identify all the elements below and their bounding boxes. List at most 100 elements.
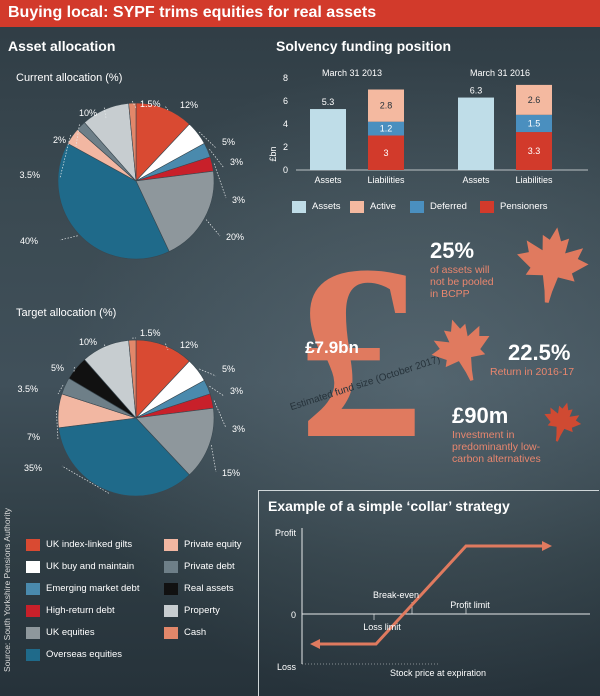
legend-swatch	[26, 605, 40, 617]
pie-slice-label: 35%	[24, 463, 42, 473]
stat-desc-line: Return in 2016-17	[490, 366, 575, 378]
pound-icon: £	[298, 236, 423, 451]
bar-liabilities-active	[516, 84, 552, 115]
bar-legend-label: Active	[370, 201, 396, 212]
stat-desc-line: of assets will	[430, 264, 490, 276]
legend-label: High-return debt	[46, 605, 115, 616]
pound-graphic: £ £7.9bn Estimated fund size (October 20…	[289, 236, 442, 451]
collar-chart: Profit 0 Loss Break-even Profit limit Lo…	[275, 528, 590, 678]
stat-desc-line: in BCPP	[430, 288, 470, 300]
legend-swatch	[164, 583, 178, 595]
legend-swatch	[164, 561, 178, 573]
bar-assets	[310, 109, 346, 170]
pie-slice-label: 3.5%	[19, 170, 40, 180]
pie-slice-label: 40%	[20, 236, 38, 246]
legend-label: Overseas equities	[46, 649, 123, 660]
bar-marks: 5.3 3 1.2 2.8 6.3 3.3 1.5 2.6	[310, 84, 552, 170]
pie-slice-label: 5%	[222, 137, 235, 147]
pie-leader-line	[199, 368, 217, 377]
target-allocation-title: Target allocation (%)	[16, 307, 117, 319]
pie-leader-line	[103, 344, 107, 349]
legend-label: Property	[184, 605, 220, 616]
bar-group-date: March 31 2016	[470, 68, 530, 78]
legend-label: Real assets	[184, 583, 234, 594]
pie-leader-line	[210, 445, 217, 473]
stat-value: £90m	[452, 403, 509, 428]
bar-liabilities-value: 3	[383, 148, 388, 158]
bar-y-tick-label: 2	[283, 142, 288, 152]
fund-size-value: £7.9bn	[305, 338, 359, 357]
source-note: Source: South Yorkshire Pensions Authori…	[2, 508, 12, 672]
solvency-title: Solvency funding position	[276, 38, 451, 54]
bar-legend-swatch	[292, 201, 306, 213]
pie-leader-line	[213, 400, 227, 429]
pie-slice-label: 12%	[180, 100, 198, 110]
legend-label: UK equities	[46, 627, 95, 638]
bar-y-tick-label: 6	[283, 96, 288, 106]
legend-swatch	[164, 539, 178, 551]
pie-leader-line	[61, 465, 110, 494]
solvency-bar-chart: £bn 0 2 4 6 8 March 31 2013 Assets Liabilities M…	[268, 68, 588, 185]
pie-leader-line	[198, 131, 217, 149]
collar-title: Example of a simple ‘collar’ strategy	[268, 498, 510, 514]
pie-leader-line	[56, 410, 59, 441]
pie-slice	[135, 170, 215, 252]
stat-desc-line: Investment in	[452, 429, 515, 441]
pie-leader-line	[165, 106, 169, 111]
stat-value: 25%	[430, 238, 475, 263]
pie-slice	[128, 339, 137, 419]
page-title: Buying local: SYPF trims equities for re…	[8, 4, 377, 21]
bar-group-date: March 31 2013	[322, 68, 382, 78]
pie-slice-label: 5%	[51, 363, 64, 373]
pie-leader-line	[59, 235, 78, 241]
pie-slice-label: 3%	[230, 157, 243, 167]
pie-slice	[128, 102, 137, 182]
pie-leader-line	[131, 100, 137, 109]
bar-legend-label: Assets	[312, 201, 341, 212]
bar-assets-value: 5.3	[322, 97, 335, 107]
stat-low-carbon: £90m Investment in predominantly low- ca…	[452, 403, 541, 465]
pie-leader-line	[59, 134, 71, 179]
asset-allocation-title: Asset allocation	[8, 38, 116, 54]
pie-slice-label: 3%	[230, 386, 243, 396]
legend-swatch	[26, 583, 40, 595]
legend-swatch	[164, 605, 178, 617]
bar-liabilities-value: 1.2	[380, 124, 393, 134]
pie-leader-line	[209, 149, 225, 169]
bar-y-tick-label: 0	[283, 165, 288, 175]
bar-liabilities-value: 2.8	[380, 101, 393, 111]
bar-liabilities-value: 2.6	[528, 95, 541, 105]
bar-legend-label: Deferred	[430, 201, 467, 212]
legend-label: Emerging market debt	[46, 583, 140, 594]
bar-assets-value: 6.3	[470, 86, 483, 96]
pie-slice-label: 1.5%	[140, 328, 161, 338]
stat-return: 22.5% Return in 2016-17	[490, 340, 574, 378]
collar-breakeven-label: Break-even	[373, 590, 419, 600]
pie-slice	[135, 407, 215, 476]
bar-category-label: Liabilities	[367, 175, 405, 185]
stat-desc-line: not be pooled	[430, 276, 494, 288]
pie-slice-label: 7%	[27, 432, 40, 442]
bar-liabilities-value: 1.5	[528, 118, 541, 128]
bar-legend-swatch	[350, 201, 364, 213]
pie-slice-label: 3.5%	[17, 384, 38, 394]
bar-liabilities-value: 3.3	[528, 146, 541, 156]
pie-slice-label: 12%	[180, 340, 198, 350]
legend-label: Private debt	[184, 561, 235, 572]
pie-leader-line	[75, 124, 80, 147]
legend-swatch	[26, 649, 40, 661]
bar-y-axis-label: £bn	[268, 146, 278, 161]
stat-not-pooled: 25% of assets will not be pooled in BCPP	[430, 238, 494, 300]
pie-leader-line	[205, 219, 221, 237]
current-allocation-title: Current allocation (%)	[16, 72, 123, 84]
collar-arrow-right	[542, 541, 552, 551]
collar-payoff-line	[318, 544, 544, 646]
bar-legend-swatch	[480, 201, 494, 213]
collar-panel	[258, 490, 599, 696]
pie-slice-label: 3%	[232, 424, 245, 434]
pie-slice-label: 10%	[79, 108, 97, 118]
legend-swatch	[26, 561, 40, 573]
stat-value: 22.5%	[508, 340, 571, 365]
bar-legend-label: Pensioners	[500, 201, 548, 212]
